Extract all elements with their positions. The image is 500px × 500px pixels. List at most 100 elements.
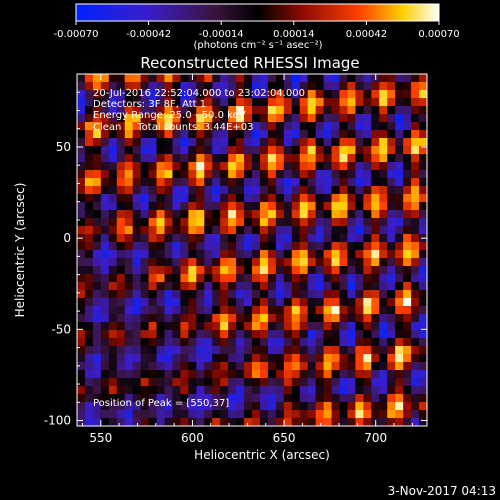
heatmap-cell <box>355 402 364 411</box>
heatmap-cell <box>116 194 126 203</box>
heatmap-cell <box>371 154 380 163</box>
heatmap-cell <box>403 218 412 227</box>
heatmap-cell <box>196 130 205 139</box>
heatmap-cell <box>387 274 396 283</box>
heatmap-cell <box>347 186 356 195</box>
heatmap-cell <box>315 130 324 139</box>
heatmap-cell <box>363 202 372 211</box>
heatmap-cell <box>156 98 165 107</box>
heatmap-cell <box>395 290 404 299</box>
heatmap-cell <box>212 418 221 427</box>
heatmap-cell <box>299 362 309 371</box>
heatmap-cell <box>212 322 221 331</box>
heatmap-cell <box>315 378 324 387</box>
heatmap-cell <box>347 226 356 235</box>
heatmap-cell <box>164 98 173 107</box>
heatmap-cell <box>84 234 94 243</box>
heatmap-cell <box>419 322 428 331</box>
heatmap-cell <box>411 178 420 187</box>
heatmap-cell <box>236 242 245 251</box>
heatmap-cell <box>180 178 189 187</box>
heatmap-cell <box>124 242 134 251</box>
heatmap-cell <box>363 258 372 267</box>
heatmap-cell <box>299 178 309 187</box>
heatmap-cell <box>244 162 253 171</box>
heatmap-cell <box>403 106 412 115</box>
heatmap-cell <box>403 138 412 147</box>
heatmap-cell <box>164 82 173 91</box>
heatmap-cell <box>244 106 253 115</box>
heatmap-cell <box>387 298 396 307</box>
heatmap-cell <box>355 322 364 331</box>
heatmap-cell <box>379 282 388 291</box>
heatmap-cell <box>132 394 142 403</box>
heatmap-cell <box>236 370 245 379</box>
heatmap-cell <box>172 330 181 339</box>
heatmap-cell <box>116 138 126 147</box>
heatmap-cell <box>116 162 126 171</box>
heatmap-cell <box>371 106 380 115</box>
heatmap-cell <box>124 98 134 107</box>
heatmap-cell <box>124 146 134 155</box>
heatmap-cell <box>283 338 293 347</box>
heatmap-cell <box>172 282 181 291</box>
heatmap-cell <box>259 410 269 419</box>
heatmap-cell <box>188 114 197 123</box>
heatmap-cell <box>299 234 309 243</box>
heatmap-cell <box>180 330 189 339</box>
heatmap-cell <box>307 202 317 211</box>
heatmap-cell <box>299 314 309 323</box>
heatmap-cell <box>77 370 86 379</box>
heatmap-cell <box>331 162 340 171</box>
heatmap-cell <box>252 194 261 203</box>
heatmap-cell <box>291 194 301 203</box>
heatmap-cell <box>339 114 348 123</box>
heatmap-cell <box>228 258 237 267</box>
heatmap-cell <box>140 346 149 355</box>
heatmap-cell <box>307 170 317 179</box>
heatmap-cell <box>204 290 213 299</box>
heatmap-cell <box>252 122 261 131</box>
heatmap-cell <box>419 106 428 115</box>
heatmap-cell <box>77 218 86 227</box>
heatmap-cell <box>395 314 404 323</box>
heatmap-cell <box>196 306 205 315</box>
heatmap-cell <box>307 138 317 147</box>
heatmap-cell <box>92 178 102 187</box>
heatmap-cell <box>132 290 142 299</box>
heatmap-cell <box>180 234 189 243</box>
heatmap-cell <box>212 314 221 323</box>
heatmap-cell <box>339 418 348 427</box>
heatmap-cell <box>148 362 157 371</box>
heatmap-cell <box>188 146 197 155</box>
heatmap-cell <box>212 266 221 275</box>
heatmap-cell <box>323 266 332 275</box>
heatmap-cell <box>212 114 221 123</box>
heatmap-cell <box>323 394 332 403</box>
heatmap-cell <box>323 410 332 419</box>
heatmap-cell <box>156 146 165 155</box>
heatmap-cell <box>387 402 396 411</box>
heatmap-cell <box>212 362 221 371</box>
heatmap-cell <box>124 418 134 427</box>
heatmap-cell <box>220 242 229 251</box>
heatmap-cell <box>403 210 412 219</box>
heatmap-cell <box>259 194 269 203</box>
heatmap-cell <box>108 274 118 283</box>
heatmap-cell <box>395 362 404 371</box>
heatmap-cell <box>196 114 205 123</box>
colorbar-tick-label: -0.00014 <box>199 29 244 40</box>
heatmap-cell <box>371 330 380 339</box>
heatmap-cell <box>252 274 261 283</box>
heatmap-cell <box>220 282 229 291</box>
heatmap-cell <box>395 194 404 203</box>
heatmap-cell <box>188 130 197 139</box>
heatmap-cell <box>100 218 110 227</box>
heatmap-cell <box>363 362 372 371</box>
heatmap-cell <box>148 346 157 355</box>
heatmap-cell <box>379 250 388 259</box>
heatmap-cell <box>252 402 261 411</box>
heatmap-cell <box>379 306 388 315</box>
heatmap-cell <box>252 290 261 299</box>
heatmap-cell <box>116 242 126 251</box>
